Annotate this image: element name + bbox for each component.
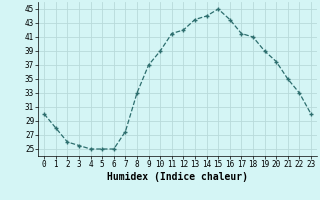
X-axis label: Humidex (Indice chaleur): Humidex (Indice chaleur) bbox=[107, 172, 248, 182]
